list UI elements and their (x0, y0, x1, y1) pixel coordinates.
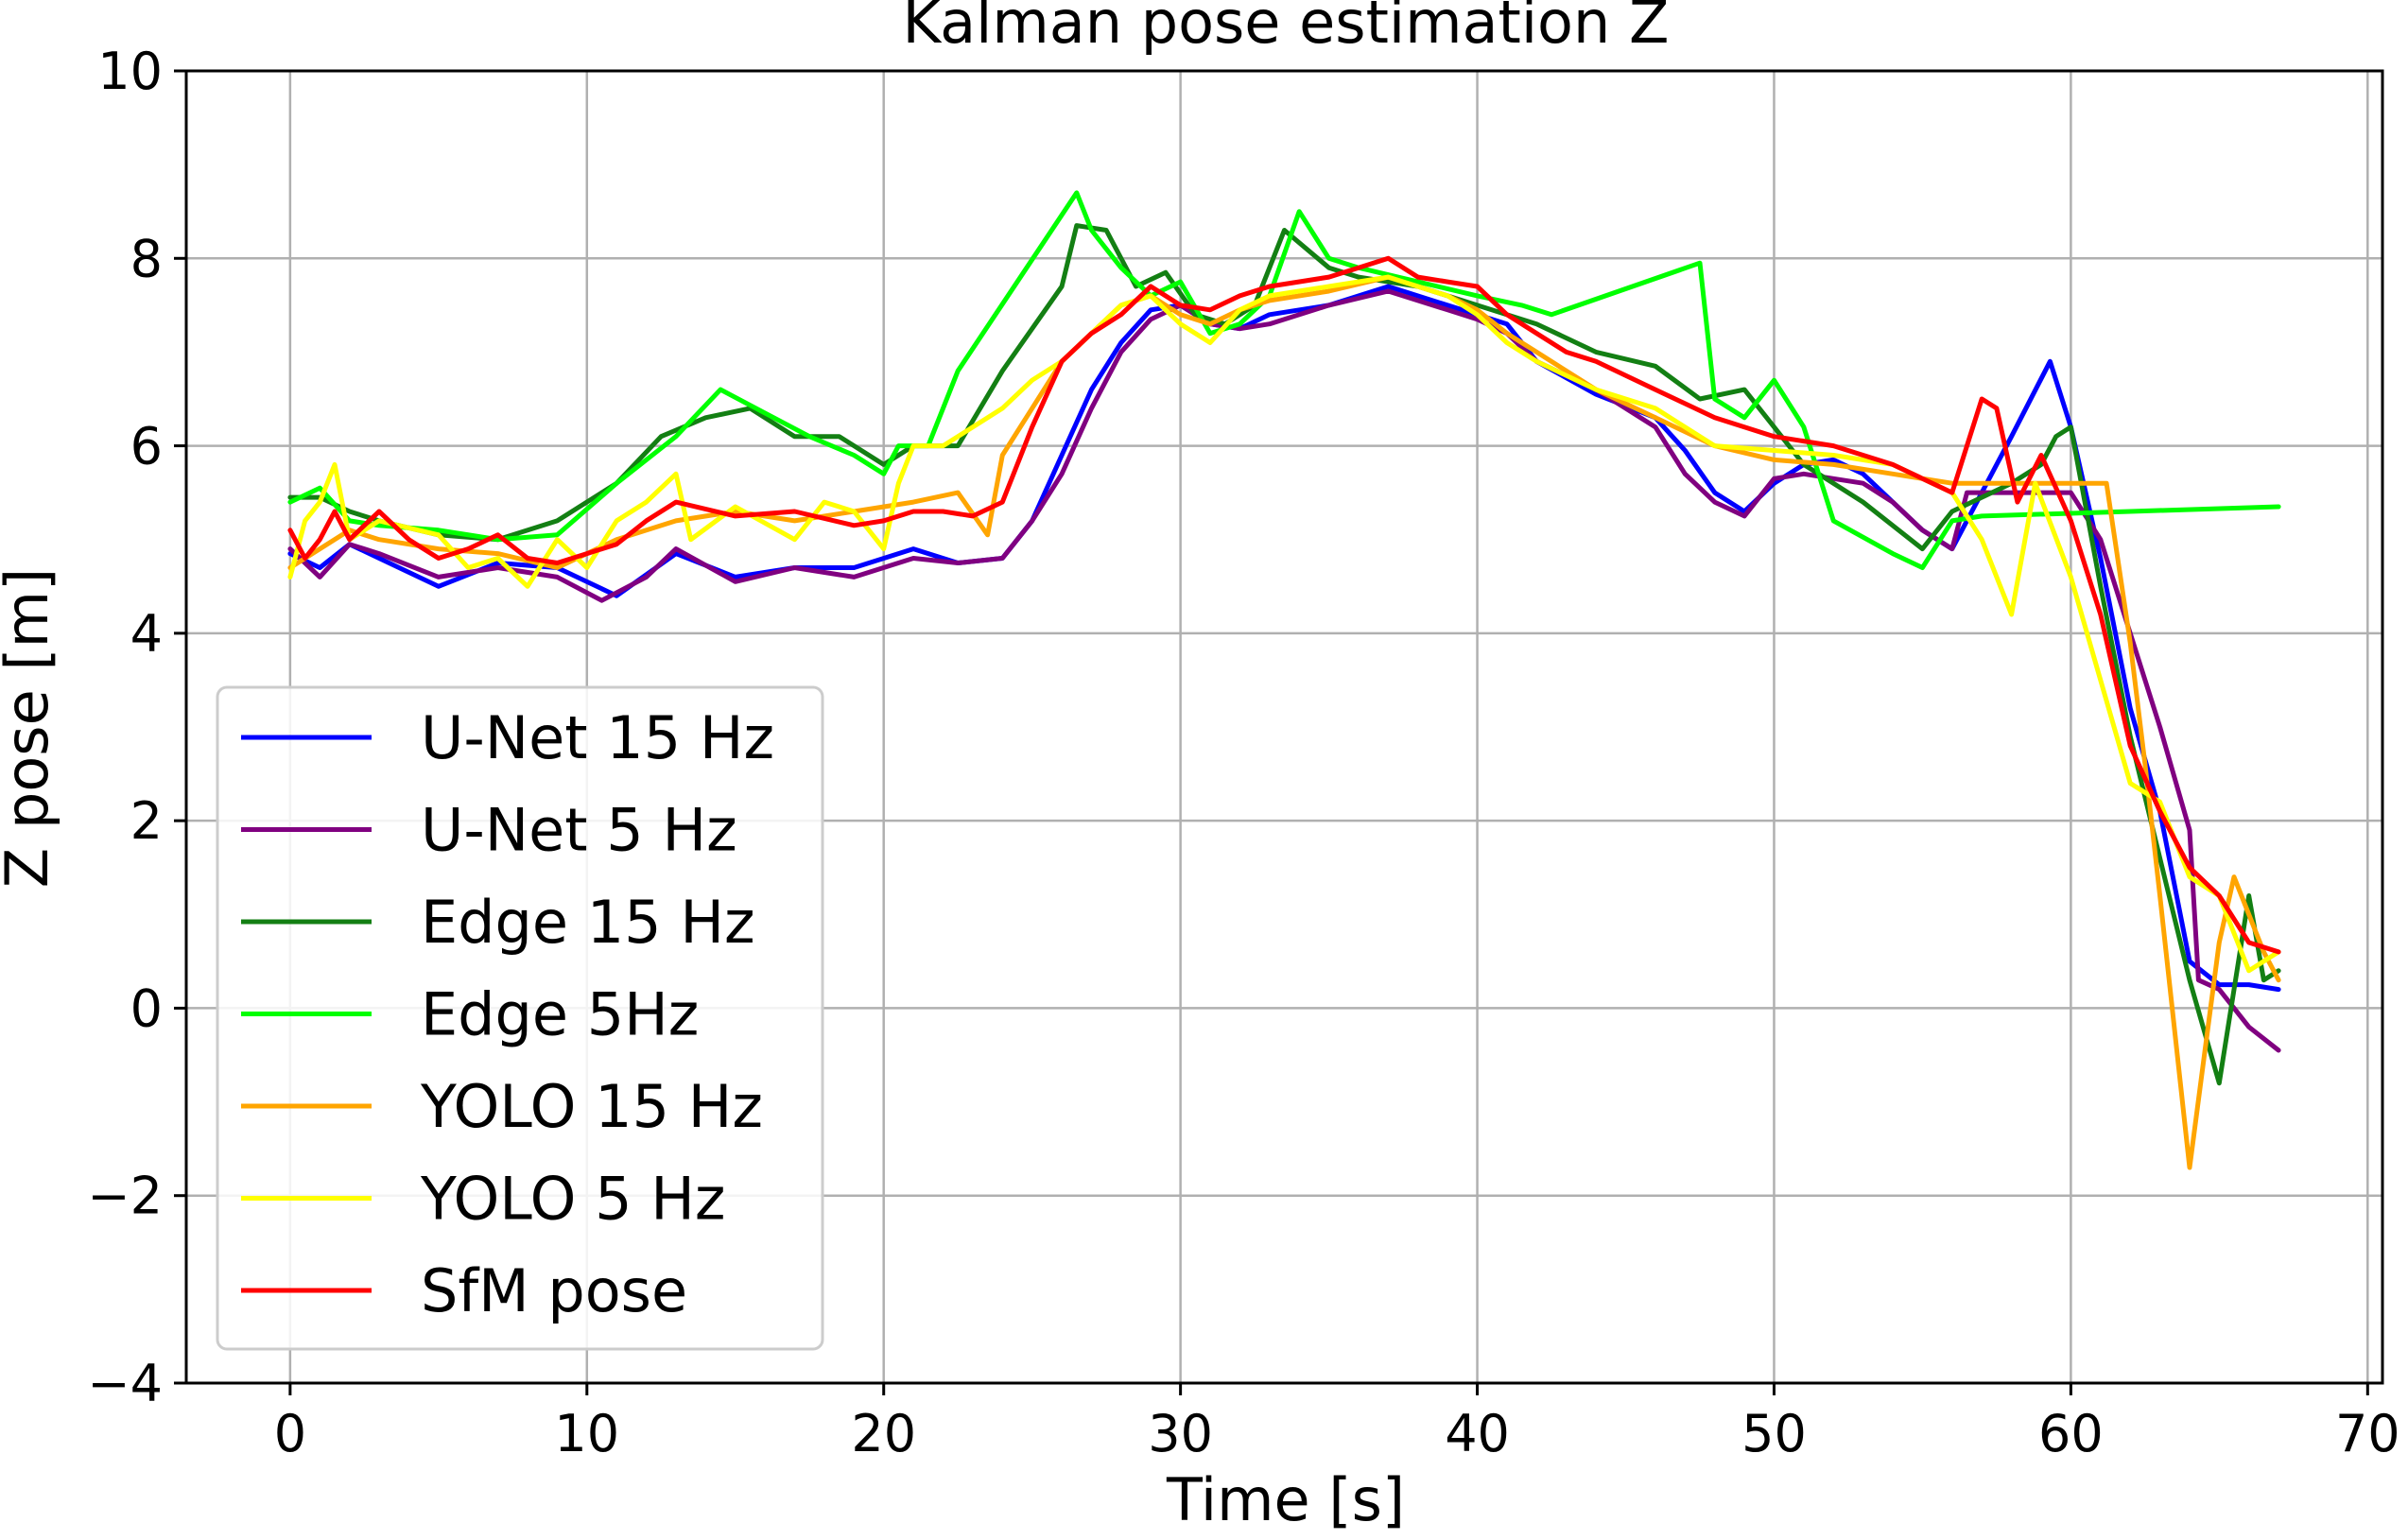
legend-label-edge-5hz: Edge 5Hz (421, 980, 699, 1049)
legend-label-sfm-pose: SfM pose (421, 1256, 687, 1325)
y-tick-label: 0 (130, 978, 163, 1038)
x-tick-label: 20 (851, 1404, 916, 1463)
x-tick-label: 50 (1741, 1404, 1807, 1463)
series-line-sfm-pose (287, 255, 2281, 955)
y-axis-label: Z pose [m] (0, 568, 61, 888)
y-tick-label: 6 (130, 417, 163, 476)
legend-label-yolo-15-hz: YOLO 15 Hz (420, 1072, 763, 1141)
legend-label-edge-15-hz: Edge 15 Hz (421, 888, 755, 957)
x-tick-label: 40 (1445, 1404, 1510, 1463)
chart-title: Kalman pose estimation Z (903, 0, 1670, 57)
x-tick-label: 70 (2335, 1404, 2400, 1463)
series-lines (287, 190, 2281, 1170)
ticks: 0 10 20 30 40 50 60 70 −4 −2 0 2 4 6 8 10 (87, 42, 2399, 1463)
x-tick-label: 10 (554, 1404, 619, 1463)
x-axis-label: Time [s] (1166, 1465, 1405, 1534)
x-tick-label: 60 (2038, 1404, 2104, 1463)
legend: U-Net 15 Hz U-Net 5 Hz Edge 15 Hz Edge 5Hz Y… (216, 685, 824, 1351)
legend-label-yolo-5-hz: YOLO 5 Hz (420, 1165, 725, 1234)
legend-box (216, 685, 824, 1351)
y-tick-label: 4 (130, 604, 163, 664)
axes-frame (184, 69, 2384, 1385)
legend-label-u-net-5-hz: U-Net 5 Hz (421, 796, 737, 865)
series-line-u-net-5-hz (287, 288, 2281, 1053)
x-tick-label: 30 (1148, 1404, 1213, 1463)
legend-label-u-net-15-hz: U-Net 15 Hz (421, 703, 774, 772)
y-tick-label: −4 (87, 1354, 163, 1413)
y-tick-label: 10 (97, 42, 163, 101)
y-tick-label: −2 (87, 1167, 163, 1226)
y-tick-label: 8 (130, 229, 163, 288)
y-tick-label: 2 (130, 791, 163, 851)
x-tick-label: 0 (274, 1404, 306, 1463)
